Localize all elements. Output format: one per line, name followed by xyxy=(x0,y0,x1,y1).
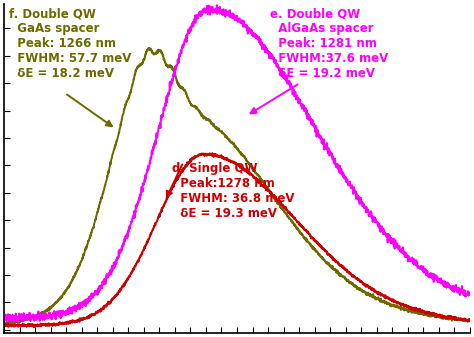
Text: d. Single QW
  Peak:1278 nm
  FWHM: 36.8 meV
  δE = 19.3 meV: d. Single QW Peak:1278 nm FWHM: 36.8 meV… xyxy=(172,162,294,220)
Text: f. Double QW
  GaAs spacer
  Peak: 1266 nm
  FWHM: 57.7 meV
  δE = 18.2 meV: f. Double QW GaAs spacer Peak: 1266 nm F… xyxy=(9,7,131,81)
Text: e. Double QW
  AlGaAs spacer
  Peak: 1281 nm
  FWHM:37.6 meV
  δE = 19.2 meV: e. Double QW AlGaAs spacer Peak: 1281 nm… xyxy=(270,7,388,81)
